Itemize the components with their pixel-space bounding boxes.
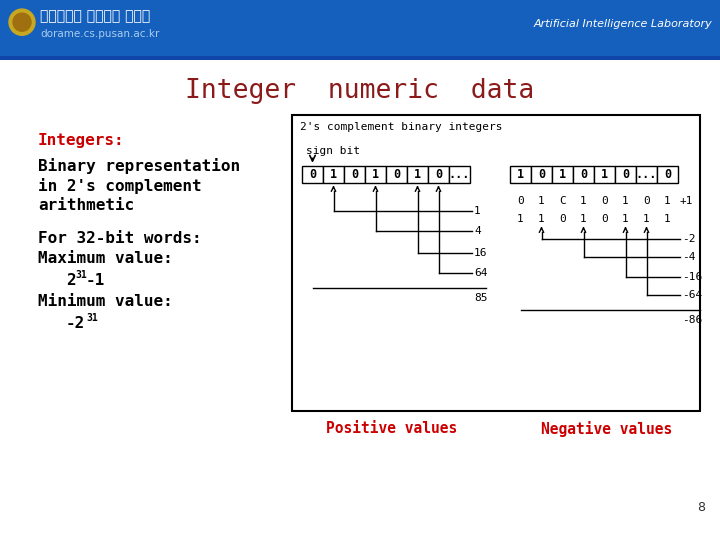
Bar xyxy=(552,166,573,183)
Text: 0: 0 xyxy=(580,167,587,180)
Text: -64: -64 xyxy=(682,290,702,300)
Text: 1: 1 xyxy=(517,214,524,224)
Text: -16: -16 xyxy=(682,272,702,282)
Text: -2: -2 xyxy=(66,316,85,331)
Text: 2's complement binary integers: 2's complement binary integers xyxy=(300,122,503,132)
Text: 1: 1 xyxy=(414,167,421,180)
Bar xyxy=(292,114,700,411)
Text: 1: 1 xyxy=(330,167,337,180)
Bar xyxy=(531,166,552,183)
Text: 0: 0 xyxy=(435,167,442,180)
Text: 16: 16 xyxy=(474,248,487,258)
Text: Negative values: Negative values xyxy=(541,421,672,437)
Text: sign bit: sign bit xyxy=(306,146,360,156)
Text: 0: 0 xyxy=(559,214,566,224)
Bar xyxy=(657,166,678,183)
Text: Maximum value:: Maximum value: xyxy=(38,251,173,266)
Circle shape xyxy=(13,13,31,31)
Text: 0: 0 xyxy=(622,167,629,180)
Text: 1: 1 xyxy=(664,195,671,206)
Bar xyxy=(365,166,386,183)
Text: C: C xyxy=(559,195,566,206)
Bar xyxy=(636,166,657,183)
Bar xyxy=(449,166,470,183)
Text: 1: 1 xyxy=(580,214,587,224)
Text: Integer  numeric  data: Integer numeric data xyxy=(185,78,535,104)
Text: +1: +1 xyxy=(680,195,693,206)
Text: 1: 1 xyxy=(559,167,566,180)
Text: ...: ... xyxy=(636,167,657,180)
Circle shape xyxy=(9,9,35,35)
Text: in 2's complement: in 2's complement xyxy=(38,178,202,194)
Text: 1: 1 xyxy=(664,214,671,224)
Text: 1: 1 xyxy=(643,214,650,224)
Text: -2: -2 xyxy=(682,234,696,244)
Text: Artificial Intelligence Laboratory: Artificial Intelligence Laboratory xyxy=(534,19,712,29)
Text: 1: 1 xyxy=(622,214,629,224)
Text: 1: 1 xyxy=(538,214,545,224)
Text: 0: 0 xyxy=(309,167,316,180)
Text: 0: 0 xyxy=(664,167,671,180)
Text: 4: 4 xyxy=(474,226,481,235)
Text: 부산대학교 인공지능 연구실: 부산대학교 인공지능 연구실 xyxy=(40,9,150,23)
Bar xyxy=(302,166,323,183)
Bar xyxy=(323,166,344,183)
Text: 1: 1 xyxy=(601,167,608,180)
Text: 31: 31 xyxy=(75,269,86,280)
Text: -1: -1 xyxy=(86,273,105,288)
Bar xyxy=(0,57,720,60)
Bar xyxy=(386,166,407,183)
Text: 0: 0 xyxy=(517,195,524,206)
Text: Minimum value:: Minimum value: xyxy=(38,294,173,309)
Bar xyxy=(510,166,531,183)
Text: -86: -86 xyxy=(682,315,702,325)
Text: 0: 0 xyxy=(538,167,545,180)
Text: 31: 31 xyxy=(86,313,98,323)
Bar xyxy=(407,166,428,183)
Text: 8: 8 xyxy=(697,501,705,514)
Text: 1: 1 xyxy=(474,206,481,215)
Text: 1: 1 xyxy=(622,195,629,206)
Text: 1: 1 xyxy=(580,195,587,206)
Text: Integers:: Integers: xyxy=(38,133,125,148)
Text: 1: 1 xyxy=(517,167,524,180)
Text: 1: 1 xyxy=(372,167,379,180)
Bar xyxy=(428,166,449,183)
Text: 0: 0 xyxy=(393,167,400,180)
Text: 2: 2 xyxy=(66,273,76,288)
Text: 0: 0 xyxy=(601,195,608,206)
Bar xyxy=(344,166,365,183)
Text: 1: 1 xyxy=(538,195,545,206)
Text: For 32-bit words:: For 32-bit words: xyxy=(38,231,202,246)
Bar xyxy=(615,166,636,183)
Text: 0: 0 xyxy=(601,214,608,224)
Text: 64: 64 xyxy=(474,268,487,278)
Text: 0: 0 xyxy=(643,195,650,206)
Text: dorame.cs.pusan.ac.kr: dorame.cs.pusan.ac.kr xyxy=(40,29,159,39)
Text: -4: -4 xyxy=(682,252,696,262)
Text: 85: 85 xyxy=(474,293,487,303)
Text: Positive values: Positive values xyxy=(326,421,458,436)
Bar xyxy=(594,166,615,183)
Text: Binary representation: Binary representation xyxy=(38,158,240,173)
Text: ...: ... xyxy=(449,167,470,180)
Text: 0: 0 xyxy=(351,167,358,180)
Text: arithmetic: arithmetic xyxy=(38,198,134,213)
Bar xyxy=(573,166,594,183)
